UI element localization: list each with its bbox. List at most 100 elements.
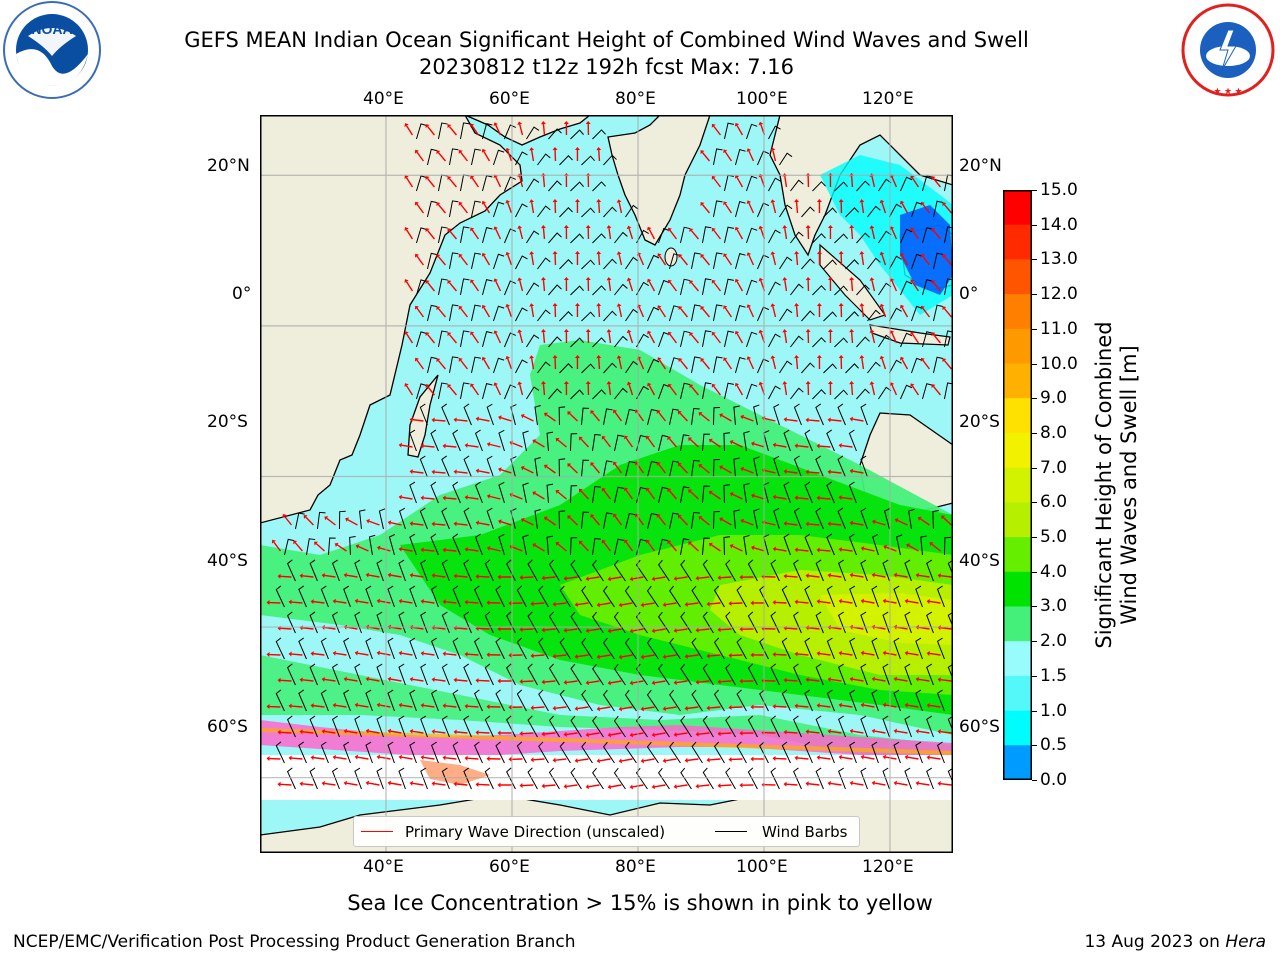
vector-mark: [827, 329, 848, 348]
vector-mark: [849, 403, 868, 426]
vector-mark: [728, 585, 747, 608]
vector-mark: [711, 226, 734, 244]
vector-mark: [770, 355, 793, 374]
vector-mark: [420, 481, 439, 504]
vector-mark: [447, 330, 470, 348]
vector-mark: [508, 637, 527, 660]
vector-mark: [505, 147, 528, 166]
vector-mark: [606, 381, 628, 400]
vector-mark: [805, 663, 824, 686]
vector-mark: [805, 329, 826, 348]
colorbar-tick-label: 2.0: [1040, 631, 1068, 652]
vector-mark: [508, 585, 527, 608]
vector-mark: [486, 481, 505, 504]
colorbar-tick-label: 14.0: [1040, 214, 1078, 235]
lat-tick-right-20s: 20°S: [959, 412, 1000, 432]
vector-mark: [447, 122, 470, 140]
vector-mark: [520, 457, 541, 478]
vector-mark: [700, 252, 723, 270]
vector-mark: [645, 486, 669, 504]
footer-machine: Hera: [1225, 932, 1266, 952]
vector-mark: [770, 251, 793, 270]
footer-date: 13 Aug 2023 on: [1084, 932, 1226, 952]
svg-text:★ ★ ★: ★ ★ ★: [1213, 86, 1242, 96]
vector-mark: [849, 381, 870, 400]
vector-mark: [544, 458, 566, 478]
vector-mark: [667, 278, 691, 296]
vector-mark: [772, 429, 791, 452]
nws-logo: ★ ★ ★: [1176, 0, 1280, 104]
lon-tick-bottom-120e: 120°E: [862, 857, 914, 877]
map-legend: Primary Wave Direction (unscaled) Wind B…: [353, 816, 860, 847]
vector-mark: [794, 741, 813, 764]
vector-mark: [414, 304, 438, 322]
vector-mark: [552, 637, 571, 660]
vector-mark: [414, 148, 438, 166]
vector-mark: [647, 330, 670, 348]
vector-mark: [555, 537, 578, 556]
vector-mark: [616, 303, 639, 322]
vector-mark: [805, 507, 824, 530]
vector-mark: [555, 485, 578, 504]
vector-mark: [540, 277, 562, 296]
vector-mark: [849, 663, 868, 686]
vector-mark: [464, 533, 483, 556]
legend-barb-line: [715, 831, 747, 832]
vector-mark: [464, 689, 483, 712]
vector-mark: [563, 559, 582, 582]
vector-mark: [470, 226, 493, 244]
vector-mark: [827, 381, 848, 400]
vector-mark: [596, 741, 615, 764]
vector-mark: [772, 533, 791, 556]
vector-mark: [794, 481, 813, 504]
vector-mark: [684, 689, 703, 712]
vector-mark: [376, 585, 395, 608]
vector-mark: [447, 278, 470, 296]
vector-mark: [647, 226, 670, 244]
lat-tick-right-60s: 60°S: [959, 717, 1000, 737]
vector-mark: [805, 715, 824, 738]
colorbar-tick-label: 11.0: [1040, 318, 1078, 339]
colorbar-tick-label: 0.5: [1040, 735, 1068, 756]
vector-mark: [541, 767, 560, 790]
vector-mark: [915, 767, 934, 790]
vector-mark: [552, 741, 571, 764]
vector-mark: [578, 434, 601, 452]
vector-mark: [740, 456, 760, 478]
vector-mark: [920, 200, 944, 218]
vector-mark: [425, 122, 448, 140]
colorbar-tick: [1032, 259, 1037, 261]
vector-mark: [859, 199, 881, 218]
vector-mark: [782, 225, 804, 244]
vector-mark: [678, 304, 701, 322]
colorbar-segment: [1003, 710, 1032, 746]
colorbar-tick: [1032, 780, 1037, 781]
colorbar-tick: [1032, 606, 1037, 608]
vector-mark: [574, 251, 595, 270]
vector-mark: [899, 356, 923, 374]
vector-mark: [859, 251, 881, 270]
vector-mark: [321, 559, 340, 582]
vector-mark: [849, 225, 870, 244]
vector-mark: [481, 304, 505, 322]
vector-mark: [470, 382, 493, 400]
vector-mark: [519, 663, 538, 686]
vector-mark: [889, 330, 913, 348]
colorbar-segment: [1003, 606, 1032, 642]
vector-mark: [498, 404, 517, 426]
colorbar-tick: [1032, 190, 1037, 191]
vector-mark: [645, 538, 669, 556]
vector-mark: [505, 355, 528, 374]
vector-mark: [723, 201, 746, 218]
vector-mark: [860, 689, 879, 712]
vector-mark: [729, 430, 750, 452]
vector-mark: [596, 199, 617, 218]
vector-mark: [601, 434, 624, 452]
vector-mark: [729, 482, 750, 504]
vector-mark: [706, 689, 725, 712]
vector-mark: [453, 455, 472, 478]
vector-mark: [651, 715, 670, 738]
vector-mark: [673, 559, 692, 582]
vector-mark: [310, 689, 329, 712]
vector-mark: [414, 356, 438, 374]
